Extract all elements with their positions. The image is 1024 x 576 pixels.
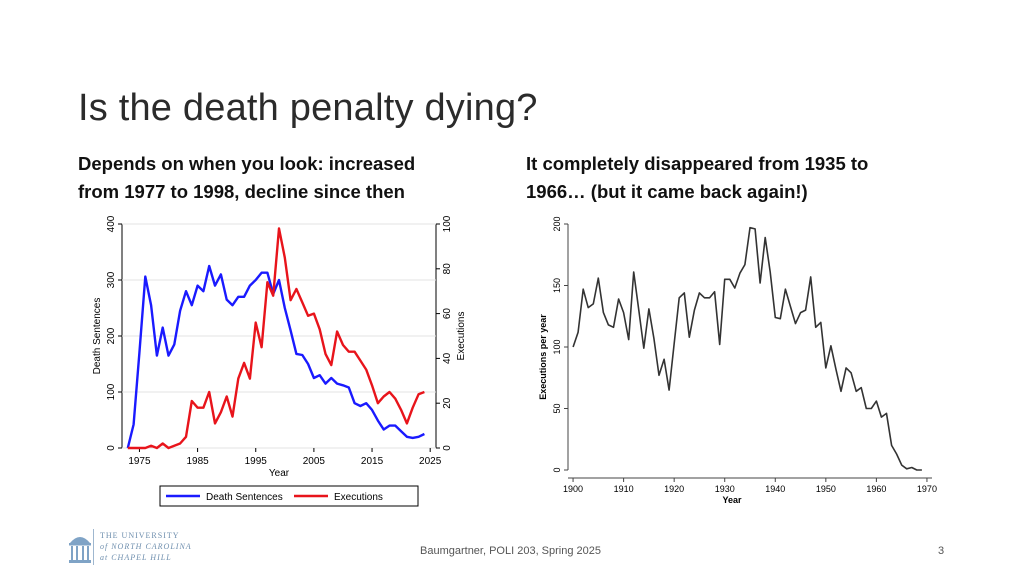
old-well-icon [69, 537, 91, 563]
x-tick-label: 1910 [614, 484, 634, 494]
slide-title: Is the death penalty dying? [78, 87, 538, 130]
left-subtitle: Depends on when you look: increased from… [78, 150, 498, 206]
death-sentences-executions-chart: 0 100 200 300 400 0 20 40 60 80 100 1975 1985 1995 200… [92, 215, 467, 507]
x-tick-label: 1920 [664, 484, 684, 494]
x-tick-label: 1985 [186, 456, 209, 467]
x-tick-label: 1995 [245, 456, 268, 467]
logo-line-2: of NORTH CAROLINA [100, 542, 192, 551]
y-axis-title: Death Sentences [92, 298, 103, 375]
y-tick-label: 150 [552, 278, 562, 293]
x-tick-label: 1940 [765, 484, 785, 494]
left-subtitle-line-1: Depends on when you look: increased [78, 153, 416, 174]
x-tick-label: 1900 [563, 484, 583, 494]
legend-label: Death Sentences [206, 492, 283, 503]
y-tick-label: 100 [106, 383, 117, 400]
y2-tick-label: 60 [442, 308, 453, 320]
page-number: 3 [938, 545, 945, 557]
x-tick-label: 1970 [917, 484, 937, 494]
left-subtitle-line-2: from 1977 to 1998, decline since then [78, 181, 405, 202]
right-subtitle-line-1: It completely disappeared from 1935 to [526, 153, 869, 174]
y-tick-label: 300 [106, 271, 117, 288]
y-tick-label: 0 [106, 445, 117, 451]
logo-line-3: at CHAPEL HILL [100, 553, 172, 562]
executions-per-year-chart: 0 50 100 150 200 1900 1910 1920 1930 1940 1950 1960… [538, 216, 937, 505]
y-tick-label: 50 [552, 403, 562, 413]
legend-box [159, 485, 419, 507]
y-tick-label: 400 [106, 215, 117, 232]
logo-wordmark: THE UNIVERSITY of NORTH CAROLINA at CHAP… [100, 530, 192, 563]
y-tick-label: 200 [552, 216, 562, 231]
right-subtitle-line-2: 1966… (but it came back again!) [526, 181, 808, 202]
right-subtitle: It completely disappeared from 1935 to 1… [526, 150, 966, 206]
x-axis-title: Year [269, 468, 290, 479]
death-sentences-line [126, 264, 425, 449]
y2-axis-title: Executions [456, 312, 467, 361]
y2-tick-label: 20 [442, 397, 453, 409]
executions-line [127, 227, 425, 450]
y2-tick-label: 80 [442, 263, 453, 275]
y2-tick-label: 40 [442, 352, 453, 364]
logo-line-1: THE UNIVERSITY [100, 531, 180, 540]
y2-tick-label: 0 [442, 445, 453, 451]
logo-separator [93, 529, 94, 565]
university-logo: THE UNIVERSITY of NORTH CAROLINA at CHAP… [68, 527, 228, 567]
x-tick-label: 2025 [419, 456, 442, 467]
x-tick-label: 1930 [715, 484, 735, 494]
y-tick-label: 100 [552, 339, 562, 354]
y2-tick-label: 100 [442, 215, 453, 232]
executions-per-year-line [572, 226, 922, 471]
x-tick-label: 1975 [128, 456, 151, 467]
y-tick-label: 200 [106, 327, 117, 344]
footer-citation: Baumgartner, POLI 203, Spring 2025 [420, 545, 602, 557]
x-tick-label: 1960 [866, 484, 886, 494]
y-tick-label: 0 [552, 467, 562, 472]
legend-label: Executions [334, 492, 383, 503]
x-axis-title: Year [722, 495, 742, 505]
y-axis-title: Executions per year [538, 314, 548, 400]
x-tick-label: 2015 [361, 456, 384, 467]
x-tick-label: 2005 [303, 456, 326, 467]
x-tick-label: 1950 [816, 484, 836, 494]
